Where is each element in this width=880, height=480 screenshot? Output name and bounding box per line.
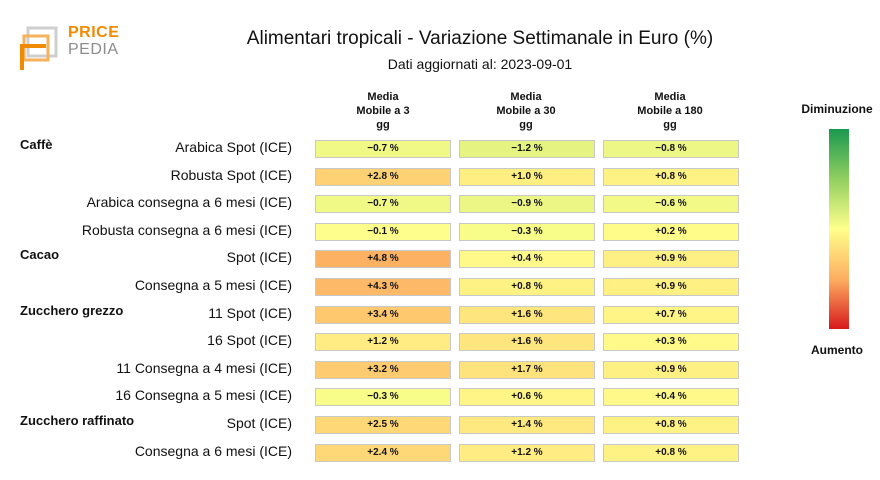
group-label: Cacao [20, 247, 60, 263]
heatmap-cell: +1.0 % [459, 167, 595, 186]
heatmap-cell: −0.3 % [315, 388, 451, 407]
column-header-line: Media [654, 91, 686, 103]
column-header-line: Media [510, 91, 542, 103]
chart-title: Alimentari tropicali - Variazione Settim… [246, 28, 714, 49]
row-label: Arabica consegna a 6 mesi (ICE) [86, 194, 292, 211]
logo-text-price: PRICE [68, 24, 120, 41]
heatmap-cell: +2.8 % [315, 167, 451, 186]
row-label: Robusta Spot (ICE) [170, 166, 292, 183]
column-header-line: gg [376, 119, 390, 131]
group-label: Zucchero grezzo [20, 302, 124, 318]
column-header-line: Mobile a 180 [637, 105, 703, 117]
heatmap-cell: −0.6 % [603, 195, 739, 214]
heatmap-cell: −0.7 % [315, 140, 451, 158]
legend-color-scale [829, 129, 849, 329]
group-label: Zucchero raffinato [20, 413, 135, 428]
legend-label-bottom: Aumento [811, 343, 863, 357]
heatmap-cell: −1.2 % [459, 140, 595, 158]
legend-label-top: Diminuzione [801, 102, 873, 116]
heatmap-cell: −0.1 % [315, 222, 451, 241]
column-header-line: gg [663, 119, 677, 131]
row-label: Spot (ICE) [226, 415, 292, 431]
heatmap-cell: −0.3 % [459, 222, 595, 241]
heatmap-cell: +1.6 % [459, 305, 595, 324]
heatmap-cell: +1.6 % [459, 333, 595, 352]
logo-mark [20, 26, 58, 70]
heatmap-cell: +1.2 % [315, 333, 451, 352]
heatmap-cell: +0.9 % [603, 360, 739, 379]
row-label: Spot (ICE) [226, 249, 292, 266]
pricepedia-logo: PRICE PEDIA [20, 24, 130, 72]
heatmap-cell: +0.8 % [603, 443, 739, 462]
column-header-line: Mobile a 30 [496, 105, 556, 117]
heatmap-cell: +0.6 % [459, 388, 595, 407]
row-label: 16 Spot (ICE) [207, 332, 292, 349]
heatmap-cell: +0.4 % [459, 250, 595, 269]
heatmap-cell: +1.7 % [459, 360, 595, 379]
heatmap-cell: +0.7 % [603, 305, 739, 324]
column-header-line: Mobile a 3 [356, 105, 410, 117]
column-header: Media Mobile a 3 gg [315, 90, 451, 132]
heatmap-cell: +3.4 % [315, 305, 451, 324]
row-label: Robusta consegna a 6 mesi (ICE) [81, 221, 292, 238]
heatmap-cell: +0.2 % [603, 222, 739, 241]
column-header: Media Mobile a 180 gg [602, 90, 738, 132]
column-header: Media Mobile a 30 gg [458, 90, 594, 132]
heatmap-cell: +4.3 % [315, 278, 451, 296]
heatmap-cell: +0.8 % [603, 416, 739, 434]
row-label: 11 Consegna a 4 mesi (ICE) [116, 359, 292, 376]
heatmap-cell: −0.8 % [603, 140, 739, 158]
row-label: 11 Spot (ICE) [208, 304, 292, 321]
row-label: Consegna a 6 mesi (ICE) [134, 442, 292, 459]
heatmap-cell: −0.7 % [315, 195, 451, 214]
group-label: Caffè [20, 137, 53, 152]
heatmap-cell: +1.4 % [459, 416, 595, 434]
chart-subtitle: Dati aggiornati al: 2023-09-01 [387, 56, 573, 72]
heatmap-cell: −0.9 % [459, 195, 595, 214]
heatmap-cell: +2.4 % [315, 443, 451, 462]
heatmap-cell: +0.8 % [603, 167, 739, 186]
heatmap-cell: +0.4 % [603, 388, 739, 407]
heatmap-cell: +4.8 % [315, 250, 451, 269]
row-label: Arabica Spot (ICE) [175, 139, 292, 155]
heatmap-cell: +0.3 % [603, 333, 739, 352]
heatmap-cell: +3.2 % [315, 360, 451, 379]
logo-text-pedia: PEDIA [68, 41, 119, 58]
column-header-line: gg [519, 119, 533, 131]
heatmap-cell: +2.5 % [315, 416, 451, 434]
heatmap-cell: +0.9 % [603, 250, 739, 269]
heatmap-cell: +0.8 % [459, 278, 595, 296]
heatmap-cell: +1.2 % [459, 443, 595, 462]
column-header-line: Media [367, 91, 399, 103]
row-label: 16 Consegna a 5 mesi (ICE) [115, 387, 292, 404]
row-label: Consegna a 5 mesi (ICE) [134, 277, 292, 293]
heatmap-cell: +0.9 % [603, 278, 739, 296]
